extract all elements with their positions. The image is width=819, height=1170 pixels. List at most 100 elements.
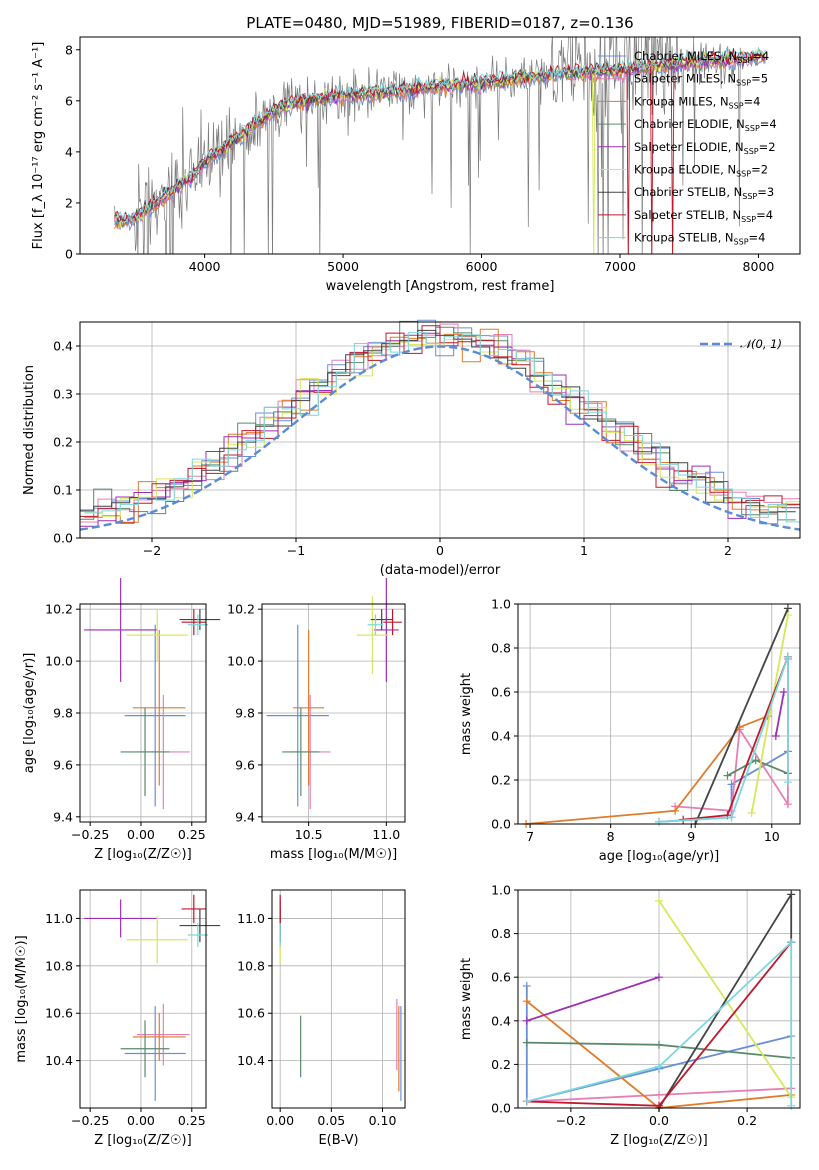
weight-marker bbox=[671, 806, 680, 815]
errorbar-chabrier-stelib bbox=[179, 609, 221, 630]
errorbar-chabrier-stelib bbox=[370, 609, 393, 630]
x-axis-label: Z [log₁₀(Z/Z☉)] bbox=[94, 1133, 191, 1148]
x-axis-label: age [log₁₀(age/yr)] bbox=[599, 849, 720, 864]
y-tick-label: 0.2 bbox=[53, 435, 73, 450]
x-tick-label: 0.00 bbox=[266, 1113, 294, 1128]
mass-age-panel: 10.5 11.0 9.4 9.6 9.8 10.0 10.2 mass [log₁₀(M/M… bbox=[227, 578, 406, 862]
y-axis-label: Normed distribution bbox=[22, 365, 37, 495]
weight-marker bbox=[787, 938, 796, 947]
spectrum-legend: Chabrier MILES, NSSP=4 Salpeter MILES, NS… bbox=[598, 49, 777, 247]
weight-marker bbox=[522, 1097, 531, 1106]
y-tick-label: 9.6 bbox=[53, 757, 73, 772]
y-tick-label: 9.4 bbox=[53, 809, 73, 824]
x-axis-label: wavelength [Angstrom, rest frame] bbox=[326, 279, 555, 294]
y-tick-label: 2 bbox=[65, 195, 73, 210]
x-tick-label: 0.0 bbox=[649, 1113, 669, 1128]
weight-marker bbox=[727, 813, 736, 822]
y-axis-label: mass [log₁₀(M/M☉)] bbox=[14, 935, 29, 1062]
y-tick-label: 1.0 bbox=[491, 597, 511, 612]
x-tick-label: 5000 bbox=[327, 259, 359, 274]
weight-marker bbox=[655, 1090, 663, 1099]
z-age-panel: −0.25 0.00 0.25 9.4 9.6 9.8 10.0 10.2 Z [log₁₀(Z… bbox=[22, 578, 221, 862]
weight-marker bbox=[655, 1062, 663, 1071]
y-tick-label: 0.1 bbox=[53, 483, 73, 498]
axes-frame bbox=[271, 889, 406, 1109]
residual-histogram-chabrier-elodie bbox=[80, 320, 796, 521]
y-tick-label: 9.8 bbox=[53, 706, 73, 721]
x-tick-label: 2 bbox=[724, 543, 732, 558]
weight-marker bbox=[522, 981, 531, 990]
weight-marker bbox=[779, 688, 788, 696]
weight-marker bbox=[783, 778, 792, 787]
weight-marker bbox=[655, 817, 663, 826]
errorbar-kroupa-stelib bbox=[367, 614, 384, 636]
x-tick-label: −0.2 bbox=[556, 1113, 586, 1128]
plot-layer: 4000 5000 6000 7000 8000 0 2 4 6 8 wavelength [Ang… bbox=[14, 36, 801, 1148]
errorbar-chabrier-elodie bbox=[282, 707, 320, 797]
weight-line-chabrier-stelib bbox=[694, 608, 789, 825]
x-tick-label: 1 bbox=[580, 543, 588, 558]
y-tick-label: 0 bbox=[65, 247, 73, 262]
y-tick-label: 11.0 bbox=[45, 911, 73, 926]
x-tick-label: 8 bbox=[607, 829, 615, 844]
x-tick-label: 10.5 bbox=[295, 827, 323, 842]
weight-line-kroupa-elodie bbox=[658, 900, 792, 1098]
residual-histogram-chabrier-stelib bbox=[80, 329, 796, 513]
residual-histogram-kroupa-miles bbox=[84, 328, 800, 523]
residual-histogram-chabrier-miles bbox=[80, 319, 796, 525]
legend-entry: 𝒩(0, 1) bbox=[740, 337, 782, 351]
age-weight-panel: 7 8 9 10 0.0 0.2 0.4 0.6 0.8 1.0 age [log₁₀(age/yr… bbox=[459, 597, 801, 864]
y-tick-label: 10.0 bbox=[45, 654, 73, 669]
legend-entry: Salpeter STELIB, NSSP=4 bbox=[634, 208, 773, 224]
axes-frame bbox=[79, 36, 801, 255]
y-tick-label: 10.2 bbox=[45, 602, 73, 617]
weight-marker bbox=[783, 604, 792, 613]
y-tick-label: 10.0 bbox=[227, 654, 255, 669]
weight-line-chabrier-miles bbox=[658, 656, 789, 823]
y-tick-label: 0.4 bbox=[491, 1013, 511, 1028]
legend-entry: Kroupa STELIB, NSSP=4 bbox=[634, 231, 765, 247]
x-axis-label: (data-model)/error bbox=[380, 563, 501, 578]
x-tick-label: 0.25 bbox=[178, 827, 206, 842]
errorbar-chabrier-miles bbox=[124, 624, 186, 807]
weight-line-kroupa-miles bbox=[526, 715, 769, 825]
weight-line-kroupa-stelib bbox=[658, 656, 789, 823]
y-tick-label: 4 bbox=[65, 144, 73, 159]
x-tick-label: 9 bbox=[687, 829, 695, 844]
x-tick-label: 0.25 bbox=[178, 1113, 206, 1128]
z-mass-panel: −0.25 0.00 0.25 10.4 10.6 10.8 11.0 Z [log₁₀(Z/… bbox=[14, 889, 221, 1148]
z-weight-panel: −0.2 0.0 0.2 0.0 0.2 0.4 0.6 0.8 1.0 Z [log₁₀(Z/Z… bbox=[459, 883, 801, 1148]
y-tick-label: 0.6 bbox=[491, 685, 511, 700]
x-tick-label: −1 bbox=[287, 543, 305, 558]
x-tick-label: −0.25 bbox=[71, 827, 109, 842]
y-tick-label: 9.8 bbox=[235, 706, 255, 721]
legend-entry: Salpeter MILES, NSSP=5 bbox=[634, 72, 768, 88]
residual-histogram-salpeter-stelib bbox=[80, 325, 800, 524]
errorbar-salpeter-stelib bbox=[181, 894, 206, 924]
errorbar-kroupa-miles bbox=[132, 1013, 186, 1061]
errorbar-kroupa-miles bbox=[293, 629, 325, 786]
weight-marker bbox=[655, 1040, 663, 1049]
weight-marker bbox=[783, 800, 792, 809]
errorbar-salpeter-stelib bbox=[383, 609, 402, 636]
weight-marker bbox=[655, 973, 663, 982]
y-tick-label: 0.2 bbox=[491, 773, 511, 788]
weight-marker bbox=[783, 652, 792, 661]
weight-marker bbox=[522, 1038, 531, 1047]
y-tick-label: 8 bbox=[65, 42, 73, 57]
weight-marker bbox=[787, 890, 796, 899]
errorbar-kroupa-elodie bbox=[126, 609, 188, 662]
residual-histogram-kroupa-stelib bbox=[84, 332, 800, 523]
x-tick-label: 4000 bbox=[189, 259, 221, 274]
y-tick-label: 0.4 bbox=[491, 729, 511, 744]
y-tick-label: 0.6 bbox=[491, 970, 511, 985]
x-tick-label: 8000 bbox=[743, 259, 775, 274]
x-tick-label: 0.2 bbox=[737, 1113, 757, 1128]
y-tick-label: 10.2 bbox=[227, 602, 255, 617]
y-tick-label: 10.8 bbox=[45, 958, 73, 973]
residual-panel: −2 −1 0 1 2 0.0 0.1 0.2 0.3 0.4 (data-model)/error… bbox=[22, 319, 801, 578]
legend-entry: Kroupa MILES, NSSP=4 bbox=[634, 94, 760, 110]
y-tick-label: 10.8 bbox=[237, 958, 265, 973]
y-axis-label: mass weight bbox=[459, 673, 474, 755]
weight-marker bbox=[522, 997, 531, 1006]
